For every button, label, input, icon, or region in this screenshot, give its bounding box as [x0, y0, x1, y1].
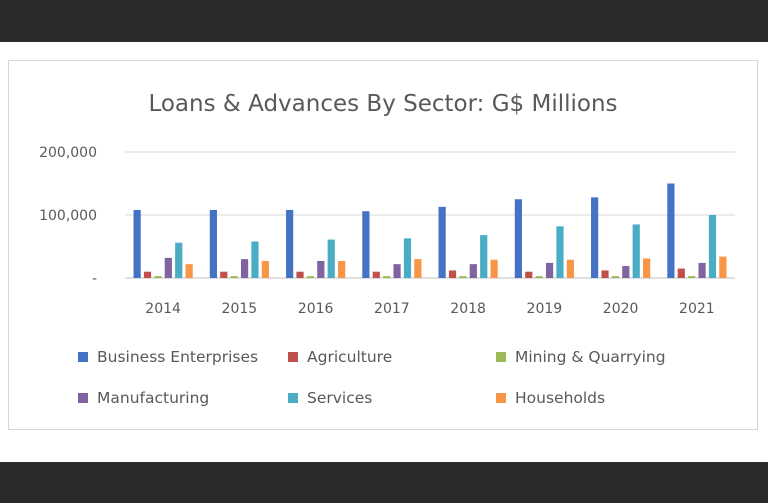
bar [601, 270, 609, 278]
legend-item: Households [496, 389, 605, 407]
bar [514, 199, 522, 278]
bar [643, 258, 651, 278]
bar [469, 264, 477, 278]
legend-item: Services [288, 389, 372, 407]
bar [317, 260, 325, 278]
x-tick-label: 2017 [374, 301, 410, 317]
legend-item: Manufacturing [78, 389, 209, 407]
legend-item: Mining & Quarrying [496, 348, 666, 366]
bar [545, 262, 554, 278]
bar [591, 197, 599, 278]
bar [403, 238, 412, 278]
legend-label: Manufacturing [97, 389, 209, 407]
bar [438, 206, 446, 278]
x-axis: 2014 2015 2016 2017 2018 2019 2020 2021 [145, 301, 714, 317]
bar [133, 209, 141, 278]
bar [327, 239, 335, 278]
bar [480, 235, 488, 278]
bottom-dark-band [0, 462, 768, 503]
bar [383, 276, 391, 278]
x-tick-label: 2014 [145, 301, 181, 317]
bar [414, 259, 422, 278]
bar [261, 260, 269, 278]
bar [667, 183, 675, 278]
legend-swatch [288, 352, 298, 362]
legend-label: Agriculture [307, 348, 392, 366]
bar [698, 262, 706, 278]
x-tick-label: 2018 [450, 301, 486, 317]
bar [143, 271, 152, 278]
bar [306, 276, 315, 278]
bar [535, 276, 543, 278]
y-tick-label: 100,000 [39, 208, 97, 224]
y-axis: - 100,000 200,000 [39, 145, 97, 287]
legend-swatch [288, 393, 298, 403]
x-tick-label: 2019 [527, 301, 563, 317]
legend-item: Agriculture [288, 348, 392, 366]
x-tick-label: 2016 [298, 301, 334, 317]
legend-swatch [78, 393, 88, 403]
legend-swatch [496, 393, 506, 403]
bar [556, 226, 564, 278]
legend-label: Services [307, 389, 372, 407]
bar [566, 259, 574, 278]
bar [209, 209, 217, 278]
bar [338, 260, 346, 278]
bar [490, 259, 498, 278]
chart-title: Loans & Advances By Sector: G$ Millions [148, 91, 617, 117]
legend-item: Business Enterprises [78, 348, 258, 366]
bar [220, 271, 228, 278]
bar [362, 211, 370, 278]
bar [708, 215, 717, 278]
legend-swatch [78, 352, 88, 362]
bar [164, 257, 172, 278]
bar [251, 241, 259, 278]
legend: Business Enterprises Agriculture Mining & … [78, 348, 666, 407]
bar [372, 271, 380, 278]
bar [185, 264, 193, 278]
bars [133, 183, 727, 278]
bar [448, 270, 457, 278]
bar [525, 271, 533, 278]
bar [154, 276, 162, 278]
legend-label: Households [515, 389, 605, 407]
bar [459, 276, 467, 278]
bar [240, 259, 249, 278]
legend-label: Mining & Quarrying [515, 348, 666, 366]
x-tick-label: 2015 [222, 301, 258, 317]
bar [688, 276, 696, 278]
x-tick-label: 2021 [679, 301, 715, 317]
y-tick-label: 200,000 [39, 145, 97, 161]
legend-swatch [496, 352, 506, 362]
top-dark-band [0, 0, 768, 42]
bar [286, 209, 294, 278]
bar [677, 268, 685, 278]
bar [611, 276, 620, 278]
bar [175, 242, 183, 278]
y-tick-label: - [92, 271, 97, 287]
legend-label: Business Enterprises [97, 348, 258, 366]
bar [632, 224, 640, 278]
bar [622, 266, 630, 278]
bar [719, 256, 727, 278]
bar [296, 271, 304, 278]
x-tick-label: 2020 [603, 301, 639, 317]
bar [230, 276, 238, 278]
bar [393, 264, 401, 278]
